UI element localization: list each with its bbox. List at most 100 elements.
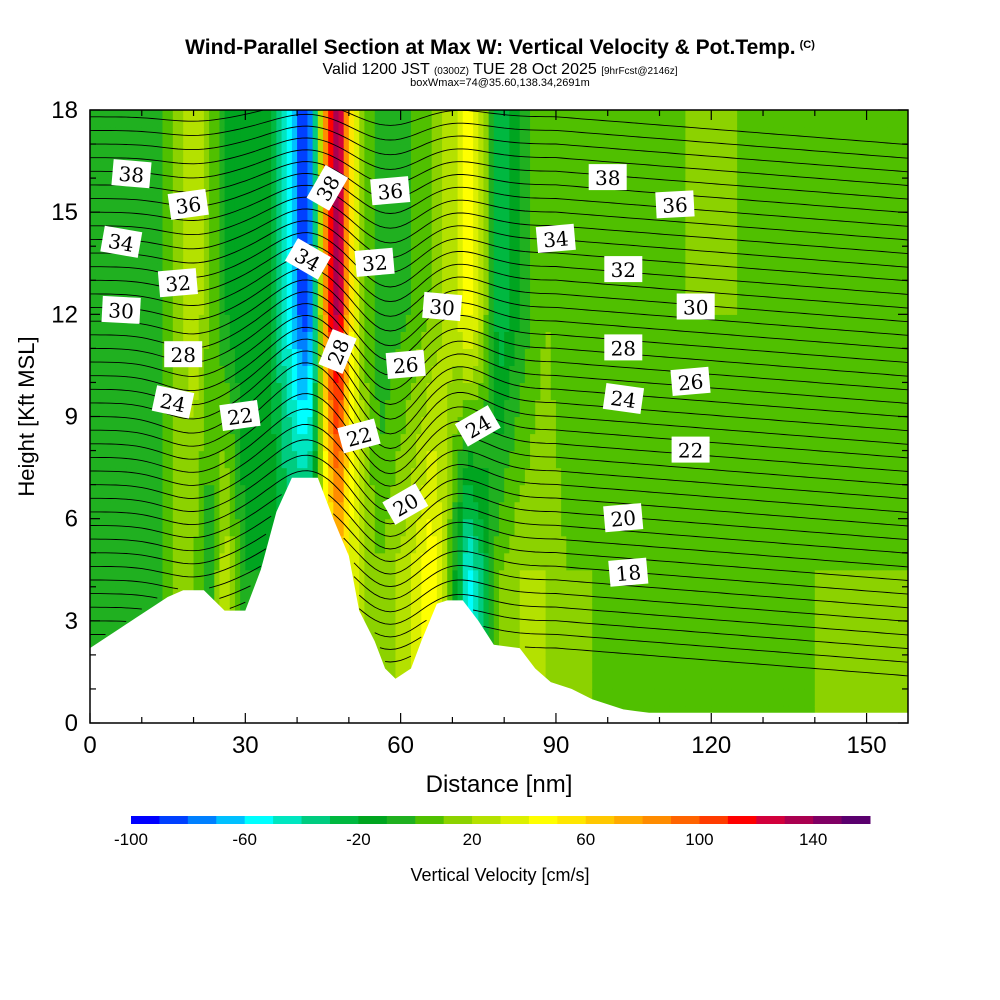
w-cell (711, 263, 718, 281)
w-cell (773, 382, 780, 401)
w-cell (597, 552, 604, 571)
w-cell (768, 127, 774, 145)
w-cell (737, 195, 743, 213)
w-cell (587, 654, 593, 673)
w-cell (509, 365, 516, 384)
w-cell (312, 297, 319, 315)
w-cell (638, 212, 645, 230)
w-cell (157, 467, 164, 486)
w-cell (638, 195, 645, 213)
w-cell (333, 161, 340, 179)
w-cell (535, 314, 542, 332)
w-cell (618, 620, 624, 639)
w-cell (219, 569, 226, 588)
w-cell (209, 229, 215, 247)
w-cell (152, 569, 158, 588)
w-cell (214, 297, 221, 315)
w-cell (214, 586, 221, 605)
w-cell (731, 195, 738, 213)
w-cell (633, 433, 640, 452)
w-cell (524, 399, 531, 418)
w-cell (659, 212, 666, 230)
w-cell (431, 263, 438, 281)
w-cell (436, 263, 443, 281)
w-cell (535, 467, 542, 486)
w-cell (504, 518, 510, 537)
w-cell (783, 161, 790, 179)
w-cell (214, 246, 221, 264)
w-cell (514, 637, 521, 656)
w-cell (509, 518, 516, 537)
w-cell (369, 586, 376, 605)
w-cell (638, 586, 645, 605)
w-cell (317, 127, 324, 145)
w-cell (643, 501, 650, 520)
w-cell (291, 280, 298, 298)
w-cell (726, 331, 733, 349)
w-cell (307, 110, 314, 128)
w-cell (462, 263, 469, 281)
w-cell (183, 416, 189, 435)
w-cell (359, 569, 365, 588)
w-cell (271, 450, 277, 469)
w-cell (628, 467, 635, 486)
w-cell (105, 535, 112, 554)
w-cell (555, 399, 562, 418)
w-cell (571, 484, 578, 503)
w-cell (178, 127, 184, 145)
w-cell (493, 348, 500, 367)
w-cell (136, 365, 143, 384)
w-cell (322, 331, 329, 349)
w-cell (737, 161, 743, 179)
w-cell (747, 501, 754, 520)
w-cell (271, 263, 277, 281)
w-cell (442, 450, 448, 469)
w-cell (597, 654, 604, 673)
w-cell (602, 654, 609, 673)
w-cell (198, 331, 205, 349)
w-cell (654, 331, 661, 349)
w-cell (535, 382, 542, 401)
w-cell (778, 416, 785, 435)
w-cell (369, 603, 376, 622)
w-cell (183, 535, 189, 554)
w-cell (462, 586, 469, 605)
w-cell (700, 110, 707, 128)
w-cell (587, 399, 593, 418)
w-cell (680, 586, 686, 605)
w-cell (240, 144, 246, 162)
w-cell (540, 348, 547, 367)
w-cell (514, 569, 521, 588)
w-cell (623, 280, 630, 298)
w-cell (737, 144, 743, 162)
w-cell (602, 246, 609, 264)
w-cell (654, 110, 661, 128)
w-cell (742, 620, 749, 639)
w-cell (90, 195, 96, 213)
w-cell (633, 178, 640, 196)
w-cell (731, 535, 738, 554)
w-cell (110, 416, 117, 435)
w-cell (219, 127, 226, 145)
w-cell (618, 144, 624, 162)
w-cell (172, 552, 179, 571)
w-cell (623, 144, 630, 162)
w-cell (612, 535, 619, 554)
w-cell (592, 654, 598, 673)
w-cell (509, 501, 516, 520)
w-cell (680, 535, 686, 554)
w-cell (799, 297, 806, 315)
w-cell (203, 484, 210, 503)
w-cell (255, 382, 262, 401)
w-cell (623, 297, 630, 315)
w-cell (514, 297, 521, 315)
w-cell (737, 586, 743, 605)
w-cell (540, 620, 547, 639)
w-cell (628, 433, 635, 452)
w-cell (788, 654, 795, 673)
w-cell (234, 195, 241, 213)
w-cell (571, 637, 578, 656)
w-cell (742, 654, 749, 673)
w-cell (763, 654, 769, 673)
w-cell (317, 433, 324, 452)
